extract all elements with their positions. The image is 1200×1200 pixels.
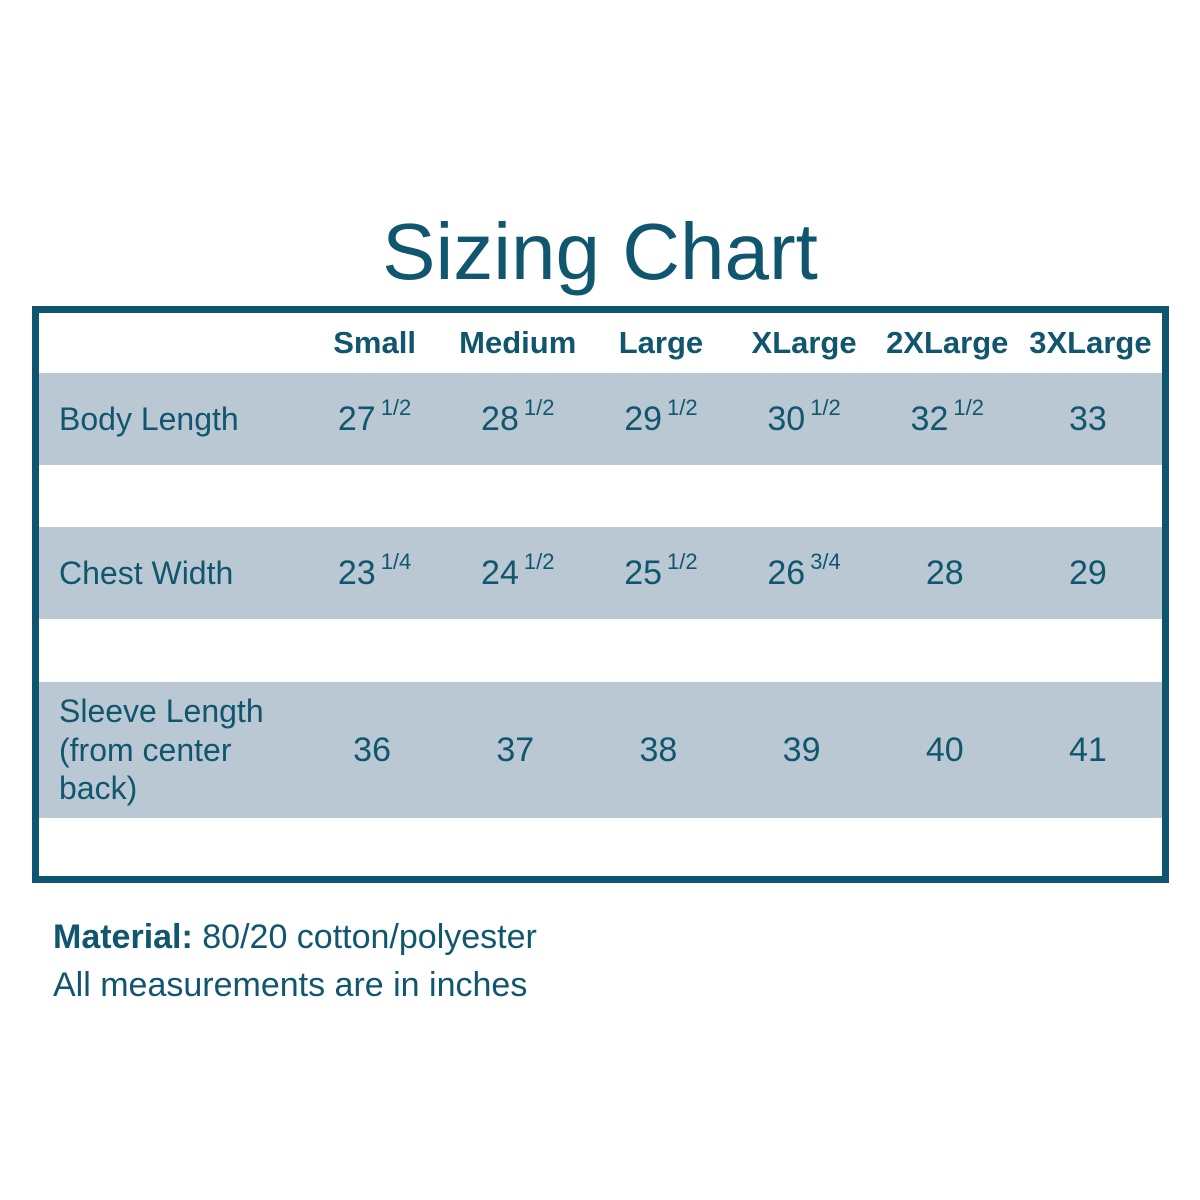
row-label-chest-width: Chest Width — [59, 554, 234, 591]
column-header-xlarge: XLarge — [751, 325, 857, 360]
column-header-2xlarge: 2XLarge — [886, 325, 1009, 360]
value-body-length-medium: 28 1/2 — [481, 395, 555, 438]
row-label-body-length: Body Length — [59, 400, 239, 437]
table-row-sleeve-length: Sleeve Length (from center back) 36 37 3… — [39, 682, 1162, 818]
value-chest-width-xlarge: 26 3/4 — [767, 549, 841, 592]
value-sleeve-length-2xlarge: 40 — [925, 730, 964, 769]
row-label-sleeve-length: Sleeve Length (from center back) — [59, 693, 264, 807]
value-sleeve-length-small: 36 — [353, 730, 391, 769]
material-value: 80/20 cotton/polyester — [192, 918, 537, 956]
material-note: Material: 80/20 cotton/polyester — [53, 913, 1200, 961]
value-body-length-2xlarge: 32 1/2 — [910, 395, 984, 438]
value-chest-width-small: 23 1/4 — [337, 549, 412, 592]
spacer-row — [39, 619, 1162, 682]
measurements-note: All measurements are in inches — [53, 966, 528, 1004]
table-row-chest-width: Chest Width 23 1/4 24 1/2 25 1/2 26 3/4 28 2… — [39, 527, 1162, 619]
sizing-table: Small Medium Large XLarge 2XLarge 3XLarg… — [32, 306, 1169, 883]
value-sleeve-length-3xlarge: 41 — [1069, 730, 1107, 769]
value-body-length-small: 27 1/2 — [337, 395, 412, 438]
notes: Material: 80/20 cotton/polyester All mea… — [53, 913, 1200, 1009]
spacer-row — [39, 465, 1162, 527]
material-label: Material: — [53, 918, 193, 956]
column-header-3xlarge: 3XLarge — [1029, 325, 1152, 360]
value-sleeve-length-medium: 37 — [496, 730, 535, 769]
page-title: Sizing Chart — [382, 207, 818, 296]
value-chest-width-2xlarge: 28 — [925, 553, 964, 592]
value-body-length-large: 29 1/2 — [624, 395, 698, 438]
value-chest-width-3xlarge: 29 — [1069, 553, 1107, 592]
spacer-row — [39, 818, 1162, 876]
value-body-length-3xlarge: 33 — [1069, 399, 1107, 438]
value-sleeve-length-xlarge: 39 — [782, 730, 821, 769]
value-chest-width-medium: 24 1/2 — [481, 549, 555, 592]
value-body-length-xlarge: 30 1/2 — [767, 395, 841, 438]
value-sleeve-length-large: 38 — [639, 730, 678, 769]
table-row-body-length: Body Length 27 1/2 28 1/2 29 1/2 30 1/2 32 1/… — [39, 373, 1162, 465]
column-header-large: Large — [618, 325, 704, 360]
column-header-small: Small — [333, 325, 416, 360]
column-header-medium: Medium — [459, 325, 577, 360]
value-chest-width-large: 25 1/2 — [624, 549, 698, 592]
table-header-row: Small Medium Large XLarge 2XLarge 3XLarg… — [39, 313, 1162, 373]
